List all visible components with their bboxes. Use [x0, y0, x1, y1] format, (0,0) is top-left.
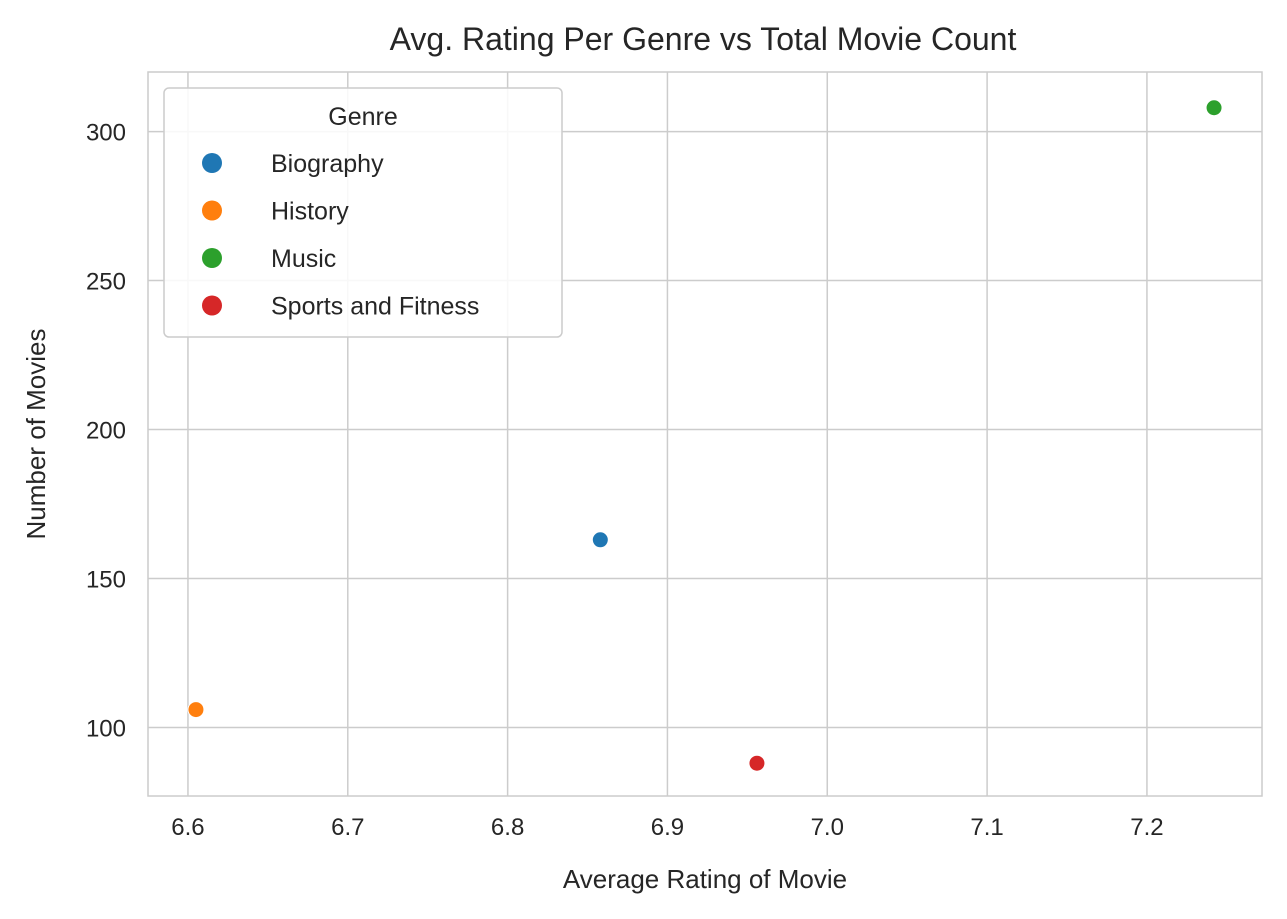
legend-marker	[202, 295, 222, 316]
x-axis-label: Average Rating of Movie	[563, 864, 847, 894]
legend-label: Sports and Fitness	[271, 293, 479, 321]
x-tick-label: 6.9	[651, 814, 684, 841]
legend-marker	[202, 153, 222, 173]
x-tick-label: 6.8	[491, 814, 524, 841]
data-point-music	[1205, 99, 1223, 117]
legend-items: Biography History Music Sports and Fitness	[202, 150, 479, 321]
x-tick-label: 6.7	[331, 814, 364, 841]
data-points	[187, 99, 1223, 772]
x-tick-label: 6.6	[171, 814, 204, 841]
y-tick-labels: 100 150 200 250 300	[86, 120, 126, 743]
legend-label: Music	[271, 245, 336, 273]
chart-title: Avg. Rating Per Genre vs Total Movie Cou…	[390, 21, 1017, 57]
y-tick-label: 250	[86, 269, 126, 296]
data-point-history	[187, 701, 205, 719]
data-point-sports-and-fitness	[748, 754, 766, 772]
x-tick-label: 7.2	[1130, 814, 1163, 841]
legend-title: Genre	[328, 103, 397, 131]
x-tick-label: 7.1	[970, 814, 1003, 841]
legend-label: History	[271, 198, 349, 226]
y-tick-label: 200	[86, 418, 126, 445]
plot-area-frame	[147, 71, 1263, 797]
y-axis-label: Number of Movies	[21, 329, 51, 540]
y-tick-label: 300	[86, 120, 126, 147]
legend-marker	[202, 248, 222, 268]
x-tick-label: 7.0	[811, 814, 844, 841]
data-point-biography	[591, 531, 609, 549]
x-tick-labels: 6.6 6.7 6.8 6.9 7.0 7.1 7.2	[171, 814, 1163, 841]
legend-box	[163, 87, 563, 338]
legend: Genre Biography History Music Sports and Fi…	[163, 87, 563, 338]
legend-marker	[202, 200, 222, 221]
legend-label: Biography	[271, 150, 384, 178]
y-tick-label: 150	[86, 567, 126, 594]
y-tick-label: 100	[86, 715, 126, 742]
